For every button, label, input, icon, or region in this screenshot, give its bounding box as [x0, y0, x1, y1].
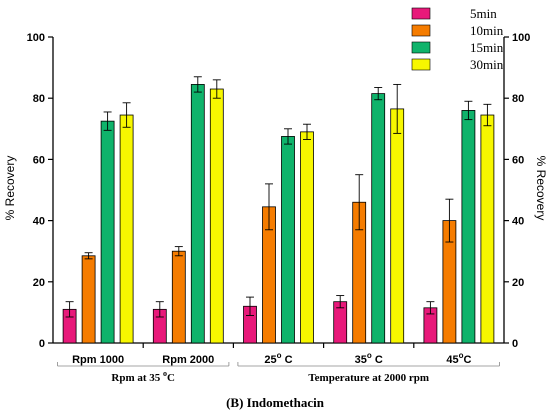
bars — [62, 76, 495, 344]
y-tick-label-right: 40 — [512, 216, 524, 228]
error-bar — [445, 198, 454, 243]
y-tick-label-left: 80 — [33, 93, 45, 105]
error-bar — [464, 100, 473, 121]
bar-30min-2 — [300, 131, 314, 344]
error-bar — [284, 128, 292, 145]
bar-15min-3 — [371, 93, 386, 344]
error-bar — [246, 296, 254, 316]
error-bar — [483, 103, 492, 127]
category-label: Rpm 1000 — [72, 354, 124, 366]
y-axis-title-left: % Recovery — [3, 156, 17, 221]
y-tick-label-right: 60 — [512, 154, 524, 166]
category-label: 45oC — [446, 351, 471, 366]
y-tick-label-right: 80 — [512, 93, 524, 105]
error-bar — [155, 301, 164, 318]
bar-30min-0 — [119, 114, 134, 344]
error-bar — [265, 183, 273, 231]
category-label: 25o C — [264, 351, 292, 366]
bar-15min-2 — [281, 136, 295, 344]
group-bracket — [237, 362, 500, 367]
y-tick-label-right: 20 — [512, 277, 524, 289]
bar-15min-0 — [100, 120, 115, 344]
legend-label: 15min — [470, 40, 504, 55]
error-bar — [122, 102, 131, 128]
legend-swatch — [411, 7, 431, 20]
group-labels: Rpm at 35 oC Temperature at 2000 rpm — [57, 362, 500, 384]
error-bar — [103, 111, 112, 131]
legend-swatch — [411, 24, 431, 37]
y-axis-title-right: % Recovery — [534, 156, 548, 221]
error-bar — [374, 87, 383, 101]
error-bar — [212, 79, 221, 99]
legend-label: 10min — [470, 23, 504, 38]
bar-10min-1 — [171, 250, 186, 344]
group-label: Temperature at 2000 rpm — [308, 372, 429, 384]
legend-swatch — [411, 41, 431, 54]
error-bar — [174, 246, 183, 257]
error-bar — [84, 252, 93, 260]
error-bar — [393, 83, 402, 134]
y-tick-label-right: 100 — [512, 32, 530, 44]
bar-30min-4 — [480, 114, 495, 344]
bar-15min-1 — [190, 84, 205, 344]
legend-label: 30min — [470, 57, 504, 72]
error-bar — [65, 301, 74, 318]
bar-10min-0 — [81, 255, 96, 344]
figure-caption: (B) Indomethacin — [226, 395, 325, 410]
right-y-axis: 0 20 40 60 80 100 — [503, 32, 530, 350]
y-tick-label-left: 100 — [27, 32, 45, 44]
group-bracket — [57, 362, 230, 367]
category-label: 35o C — [355, 351, 383, 366]
bar-30min-1 — [209, 88, 224, 344]
y-tick-label-left: 60 — [33, 154, 45, 166]
category-labels: Rpm 1000 Rpm 2000 25o C 35o C 45oC — [72, 343, 471, 366]
group-label: Rpm at 35 oC — [111, 369, 175, 384]
y-tick-label-left: 20 — [33, 277, 45, 289]
error-bar — [336, 295, 345, 309]
y-tick-label-left: 0 — [39, 338, 45, 350]
error-bar — [193, 76, 202, 93]
category-label: Rpm 2000 — [162, 354, 214, 366]
error-bar — [426, 301, 435, 315]
error-bar — [303, 123, 311, 140]
legend: 5min 10min 15min 30min — [411, 6, 504, 72]
bar-30min-3 — [390, 108, 405, 344]
y-tick-label-right: 0 — [512, 338, 518, 350]
legend-label: 5min — [470, 6, 497, 21]
bar-15min-4 — [461, 110, 476, 344]
error-bar — [355, 174, 364, 231]
y-tick-label-left: 40 — [33, 216, 45, 228]
legend-swatch — [411, 58, 431, 71]
